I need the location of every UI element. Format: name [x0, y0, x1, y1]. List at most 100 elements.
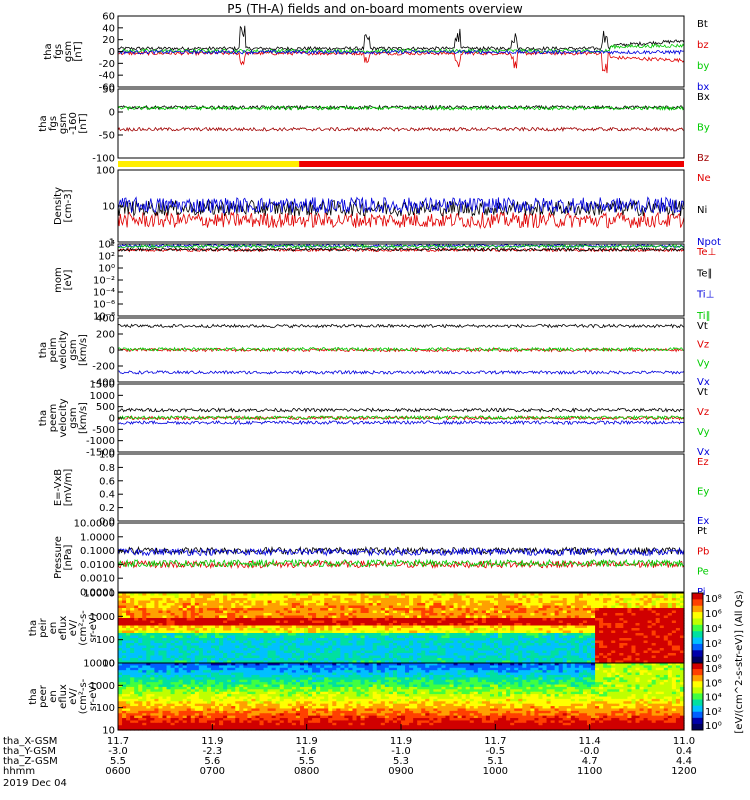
heatmap-cell [671, 618, 677, 622]
heatmap-cell [526, 610, 531, 614]
heatmap-cell [126, 650, 131, 654]
heatmap-cell [340, 630, 345, 634]
heatmap-cell [534, 655, 540, 659]
heatmap-cell [469, 672, 475, 676]
heatmap-cell [170, 653, 176, 657]
heatmap-cell [510, 610, 515, 614]
heatmap-cell [190, 638, 196, 642]
heatmap-cell [356, 670, 362, 674]
heatmap-cell [675, 655, 681, 659]
heatmap-cell [449, 610, 455, 614]
heatmap-cell [518, 645, 523, 649]
heatmap-cell [578, 618, 584, 622]
heatmap-cell [489, 635, 495, 639]
heatmap-cell [498, 660, 503, 664]
heatmap-cell [368, 620, 374, 624]
heatmap-cell [554, 638, 560, 642]
heatmap-cell [433, 653, 438, 657]
heatmap-cell [182, 610, 188, 614]
heatmap-cell [586, 653, 592, 657]
heatmap-cell [651, 653, 657, 657]
heatmap-cell [279, 610, 285, 614]
heatmap-cell [465, 625, 471, 629]
heatmap-cell [352, 648, 358, 652]
heatmap-cell [360, 613, 366, 617]
heatmap-cell [449, 603, 455, 607]
series-line-Vx [117, 419, 685, 426]
heatmap-cell [308, 598, 313, 602]
heatmap-cell [223, 655, 228, 659]
heatmap-cell [344, 645, 350, 649]
heatmap-cell [150, 670, 155, 674]
heatmap-cell [667, 640, 673, 644]
heatmap-cell [619, 672, 624, 676]
heatmap-cell [142, 633, 147, 637]
heatmap-cell [287, 635, 293, 639]
heatmap-cell [219, 618, 224, 622]
heatmap-cell [433, 655, 438, 659]
heatmap-cell [502, 655, 507, 659]
heatmap-cell [344, 615, 350, 619]
heatmap-cell [445, 648, 451, 652]
heatmap-cell [457, 655, 463, 659]
heatmap-cell [154, 674, 160, 678]
heatmap-cell [239, 658, 244, 662]
heatmap-cell [267, 628, 273, 632]
heatmap-cell [384, 620, 390, 624]
heatmap-cell [578, 640, 584, 644]
y-axis-label: tha [38, 342, 49, 358]
heatmap-cell [510, 663, 515, 666]
heatmap-cell [481, 667, 487, 671]
heatmap-cell [413, 674, 418, 678]
heatmap-cell [243, 605, 248, 609]
heatmap-cell [534, 603, 540, 607]
heatmap-cell [607, 645, 612, 649]
heatmap-cell [150, 615, 155, 619]
heatmap-cell [130, 653, 135, 657]
legend-by: by [697, 61, 709, 72]
heatmap-cell [566, 674, 572, 678]
heatmap-cell [198, 613, 204, 617]
heatmap-cell [263, 628, 269, 632]
heatmap-cell [639, 648, 645, 652]
heatmap-cell [671, 595, 677, 599]
heatmap-cell [518, 670, 523, 674]
heatmap-cell [215, 623, 220, 627]
heatmap-cell [283, 598, 289, 602]
heatmap-cell [360, 665, 366, 669]
heatmap-cell [239, 653, 244, 657]
heatmap-cell [134, 653, 139, 657]
heatmap-cell [360, 653, 366, 657]
heatmap-cell [332, 623, 337, 627]
heatmap-cell [239, 610, 244, 614]
heatmap-cell [449, 660, 455, 664]
heatmap-cell [465, 667, 471, 671]
heatmap-cell [392, 653, 398, 657]
heatmap-cell [291, 595, 297, 599]
series-line-Vx [117, 369, 685, 375]
heatmap-cell [538, 674, 544, 678]
heatmap-cell [295, 615, 301, 619]
heatmap-cell [453, 598, 459, 602]
heatmap-cell [574, 610, 580, 614]
heatmap-cell [150, 605, 155, 609]
y-axis-label: E=-VxB [53, 469, 64, 506]
heatmap-cell [243, 593, 248, 597]
heatmap-cell [299, 670, 305, 674]
heatmap-cell [243, 625, 248, 629]
heatmap-cell [126, 670, 131, 674]
heatmap-cell [498, 670, 503, 674]
heatmap-cell [324, 633, 329, 637]
heatmap-cell [477, 655, 483, 659]
heatmap-cell [421, 633, 426, 637]
legend-Vx: Vx [697, 447, 710, 458]
heatmap-cell [312, 635, 317, 639]
heatmap-cell [679, 663, 685, 666]
heatmap-cell [603, 638, 608, 642]
heatmap-cell [566, 660, 572, 664]
heatmap-cell [158, 655, 164, 659]
heatmap-cell [130, 625, 135, 629]
heatmap-cell [376, 655, 382, 659]
heatmap-cell [651, 620, 657, 624]
heatmap-cell [667, 670, 673, 674]
